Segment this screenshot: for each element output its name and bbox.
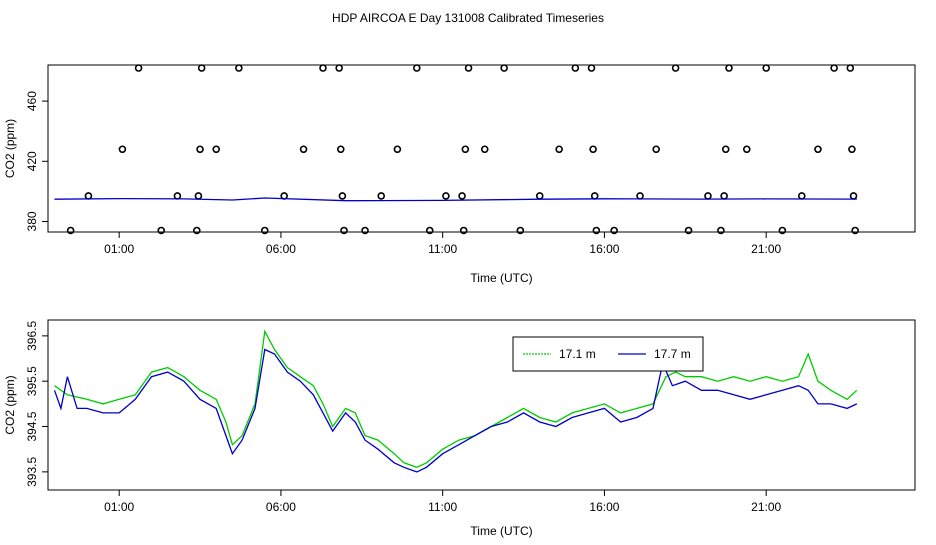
data-point	[720, 192, 728, 200]
x-tick-label: 16:00	[589, 242, 619, 256]
data-point	[377, 192, 386, 200]
data-point	[721, 145, 730, 154]
y-tick-label: 420	[25, 151, 39, 171]
data-point	[442, 192, 450, 200]
data-point	[516, 226, 525, 235]
top-panel: 01:00 06:00 11:00 16:00 21:00 Time (UTC) 380 42…	[3, 64, 916, 285]
data-point	[319, 64, 327, 72]
x-tick-label: 21:00	[751, 242, 781, 256]
data-point	[742, 145, 751, 154]
data-point	[684, 226, 693, 235]
x-tick-label: 01:00	[104, 500, 134, 514]
data-point	[587, 64, 596, 72]
y-axis-label: CO2 (ppm)	[3, 119, 17, 178]
data-point	[197, 64, 206, 72]
x-axis-label: Time (UTC)	[470, 271, 532, 285]
data-point	[212, 145, 221, 154]
data-point	[849, 192, 858, 200]
y-tick-label: 394.5	[25, 411, 39, 441]
y-tick-label: 395.5	[25, 366, 39, 396]
data-point	[846, 64, 855, 72]
x-tick-label: 16:00	[589, 500, 619, 514]
data-point	[134, 64, 143, 72]
x-tick-label: 06:00	[266, 500, 296, 514]
data-point	[194, 192, 203, 200]
data-point	[393, 145, 402, 154]
x-tick-label: 11:00	[428, 242, 457, 256]
x-tick-label: 21:00	[751, 500, 781, 514]
data-point	[636, 192, 644, 200]
data-point	[762, 64, 770, 72]
data-point	[797, 192, 806, 200]
data-point	[671, 64, 680, 72]
data-point	[461, 145, 470, 154]
series-line-17-1-m	[54, 329, 858, 469]
plot-frame	[47, 64, 916, 233]
data-point	[589, 145, 597, 154]
legend-label: 17.1 m	[559, 347, 596, 361]
y-tick-label: 460	[25, 91, 39, 111]
data-point	[464, 64, 473, 72]
data-point	[157, 226, 166, 235]
data-point	[338, 192, 347, 200]
data-point	[725, 64, 733, 72]
data-point	[590, 192, 599, 200]
x-tick-label: 01:00	[104, 242, 134, 256]
data-point	[480, 145, 489, 154]
data-point	[335, 64, 343, 72]
data-point	[814, 145, 822, 154]
y-tick-label: 393.5	[25, 457, 39, 487]
data-point	[84, 192, 93, 200]
data-point	[260, 226, 269, 235]
legend: 17.1 m 17.7 m	[512, 336, 704, 372]
bottom-panel: 01:00 06:00 11:00 16:00 21:00 Time (UTC) 393.5…	[3, 319, 916, 538]
data-point	[118, 145, 127, 154]
data-point	[235, 64, 243, 72]
data-point	[459, 226, 468, 235]
data-point	[173, 192, 182, 200]
legend-label: 17.7 m	[654, 347, 691, 361]
data-point	[851, 226, 859, 235]
y-tick-label: 396.5	[25, 321, 39, 351]
page-title: HDP AIRCOA E Day 131008 Calibrated Times…	[332, 11, 604, 25]
data-point	[412, 64, 421, 72]
x-axis-label: Time (UTC)	[470, 524, 532, 538]
data-point	[571, 64, 580, 72]
data-point	[458, 192, 466, 200]
data-point	[652, 145, 660, 154]
data-point	[704, 192, 712, 200]
data-point	[336, 145, 345, 154]
plot-frame	[47, 319, 916, 491]
data-point	[500, 64, 508, 72]
data-point	[535, 192, 544, 200]
data-point	[361, 226, 369, 235]
data-point	[425, 226, 434, 235]
data-point	[340, 226, 348, 235]
y-axis-label: CO2 (ppm)	[3, 375, 17, 434]
data-point	[610, 226, 618, 235]
data-point	[778, 226, 787, 235]
data-point	[193, 226, 201, 235]
series-line-1	[54, 197, 857, 202]
x-tick-label: 11:00	[428, 500, 457, 514]
data-point	[196, 145, 204, 154]
data-point	[848, 145, 856, 154]
data-point	[555, 145, 563, 154]
data-point	[299, 145, 308, 154]
data-point	[717, 226, 725, 235]
series-line-17-7-m	[53, 348, 858, 473]
x-tick-label: 06:00	[266, 242, 296, 256]
data-point	[830, 64, 838, 72]
data-point	[592, 226, 601, 235]
data-point	[66, 226, 75, 235]
y-tick-label: 380	[25, 211, 39, 231]
